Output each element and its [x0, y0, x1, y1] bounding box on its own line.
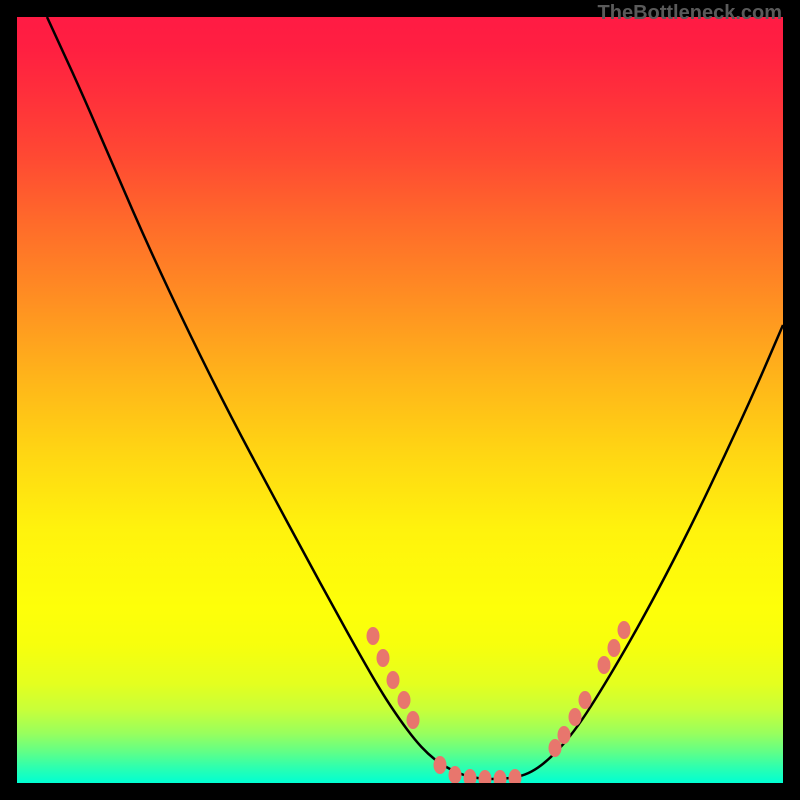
data-marker: [387, 671, 400, 689]
data-marker: [558, 726, 571, 744]
plot-svg: [17, 17, 783, 783]
data-marker: [398, 691, 411, 709]
data-marker: [598, 656, 611, 674]
data-marker: [569, 708, 582, 726]
data-marker: [608, 639, 621, 657]
chart-container: TheBottleneck.com: [0, 0, 800, 800]
watermark-text: TheBottleneck.com: [598, 2, 782, 25]
data-marker: [618, 621, 631, 639]
data-marker: [377, 649, 390, 667]
data-marker: [367, 627, 380, 645]
data-marker: [407, 711, 420, 729]
data-marker: [434, 756, 447, 774]
data-marker: [579, 691, 592, 709]
gradient-background: [17, 17, 783, 783]
data-marker: [549, 739, 562, 757]
